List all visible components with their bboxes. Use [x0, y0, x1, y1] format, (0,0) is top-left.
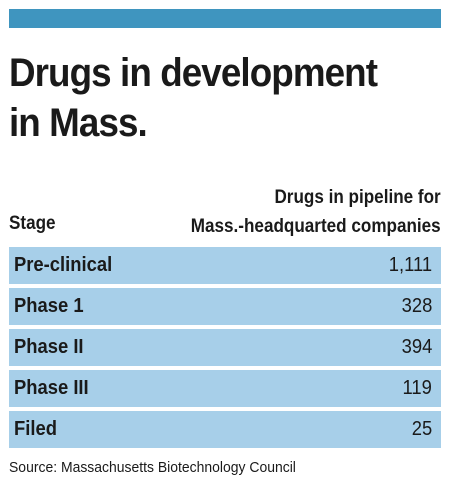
value-column-header: Drugs in pipeline for Mass.-headquarted …: [191, 183, 441, 241]
value-column-header-line-1: Drugs in pipeline for: [274, 187, 441, 208]
value-cell: 394: [401, 336, 432, 358]
value-cell: 25: [411, 418, 432, 440]
stage-column-header: Stage: [9, 213, 56, 234]
value-cell: 1,111: [388, 254, 432, 276]
stage-cell: Pre-clinical: [14, 254, 113, 276]
pipeline-table: Pre-clinical 1,111 Phase 1 328 Phase II 394 Ph…: [9, 247, 441, 452]
header-accent-bar: [9, 9, 441, 28]
stage-cell: Phase III: [14, 377, 89, 399]
chart-title: Drugs in development in Mass.: [9, 48, 406, 148]
stage-cell: Phase II: [14, 336, 84, 358]
chart-title-line-1: Drugs in development: [9, 51, 378, 95]
table-row: Phase III 119: [9, 370, 441, 407]
table-row: Phase 1 328: [9, 288, 441, 325]
stage-cell: Filed: [14, 418, 57, 440]
value-cell: 119: [402, 377, 432, 399]
table-row: Phase II 394: [9, 329, 441, 366]
stage-cell: Phase 1: [14, 295, 84, 317]
table-row: Pre-clinical 1,111: [9, 247, 441, 284]
value-column-header-line-2: Mass.-headquarted companies: [191, 216, 441, 237]
chart-title-line-2: in Mass.: [9, 101, 148, 145]
value-cell: 328: [401, 295, 432, 317]
source-note: Source: Massachusetts Biotechnology Coun…: [9, 459, 296, 476]
table-row: Filed 25: [9, 411, 441, 448]
